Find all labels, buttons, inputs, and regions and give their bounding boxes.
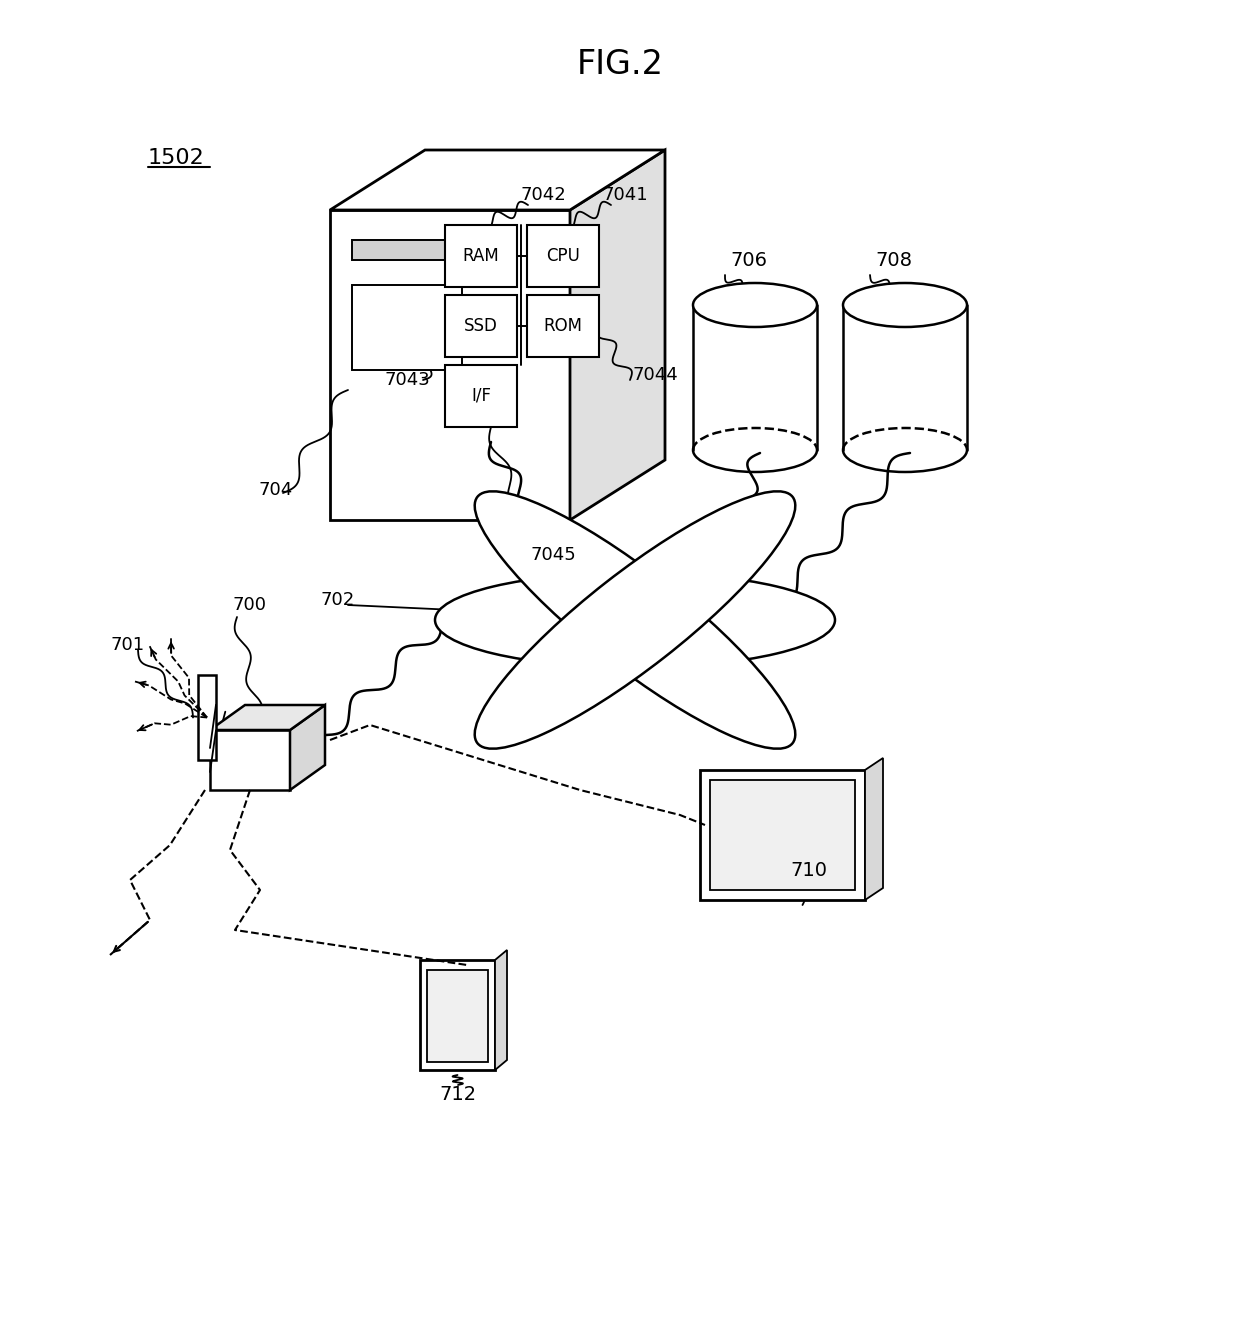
Bar [701,770,866,900]
Text: I/F: I/F [471,387,491,406]
Text: RAM: RAM [463,248,500,265]
Text: 702: 702 [320,591,355,608]
Polygon shape [866,759,883,900]
Text: SSD: SSD [464,317,498,335]
Text: 7043: 7043 [384,371,430,389]
Text: 700: 700 [232,597,267,614]
Ellipse shape [475,491,795,748]
Bar [352,284,463,370]
Text: CPU: CPU [546,248,580,265]
Ellipse shape [693,283,817,327]
Polygon shape [495,950,507,1069]
Polygon shape [290,705,325,790]
Bar [693,306,817,450]
Bar [420,960,495,1069]
Text: 704: 704 [258,481,293,499]
Text: 712: 712 [439,1085,476,1105]
Ellipse shape [843,283,967,327]
Text: 7041: 7041 [603,186,649,204]
Bar [330,209,570,520]
Text: 701: 701 [110,636,144,655]
Text: 7044: 7044 [632,366,678,385]
Ellipse shape [475,491,795,748]
Bar [445,225,517,287]
Text: 706: 706 [730,250,768,270]
Polygon shape [210,705,325,730]
Text: 710: 710 [790,860,827,880]
Bar [527,295,599,357]
Bar [445,365,517,427]
Ellipse shape [435,573,835,668]
Text: 1502: 1502 [148,148,205,169]
Polygon shape [570,150,665,520]
Text: ROM: ROM [543,317,583,335]
Polygon shape [330,150,665,209]
Text: 7045: 7045 [529,547,575,564]
Bar [445,295,517,357]
Bar [527,225,599,287]
Text: FIG.2: FIG.2 [577,49,663,82]
Bar [711,780,856,890]
Bar [352,240,497,259]
Bar [843,306,967,450]
Bar [210,730,290,790]
Text: 708: 708 [875,250,911,270]
Bar [427,971,489,1062]
Bar [198,676,216,760]
Text: 7042: 7042 [520,186,565,204]
